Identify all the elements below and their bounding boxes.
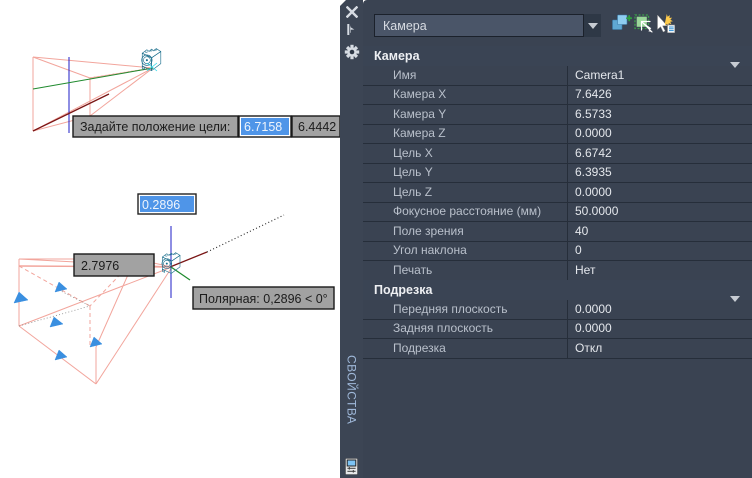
svg-text:6.7158: 6.7158 [244, 120, 282, 134]
svg-text:Задайте положение цели:: Задайте положение цели: [80, 120, 230, 134]
svg-text:0.2896: 0.2896 [142, 198, 180, 212]
svg-text:6.4442: 6.4442 [298, 120, 336, 134]
svg-text:Полярная: 0,2896 < 0°: Полярная: 0,2896 < 0° [199, 292, 328, 306]
svg-text:2.7976: 2.7976 [81, 259, 119, 273]
